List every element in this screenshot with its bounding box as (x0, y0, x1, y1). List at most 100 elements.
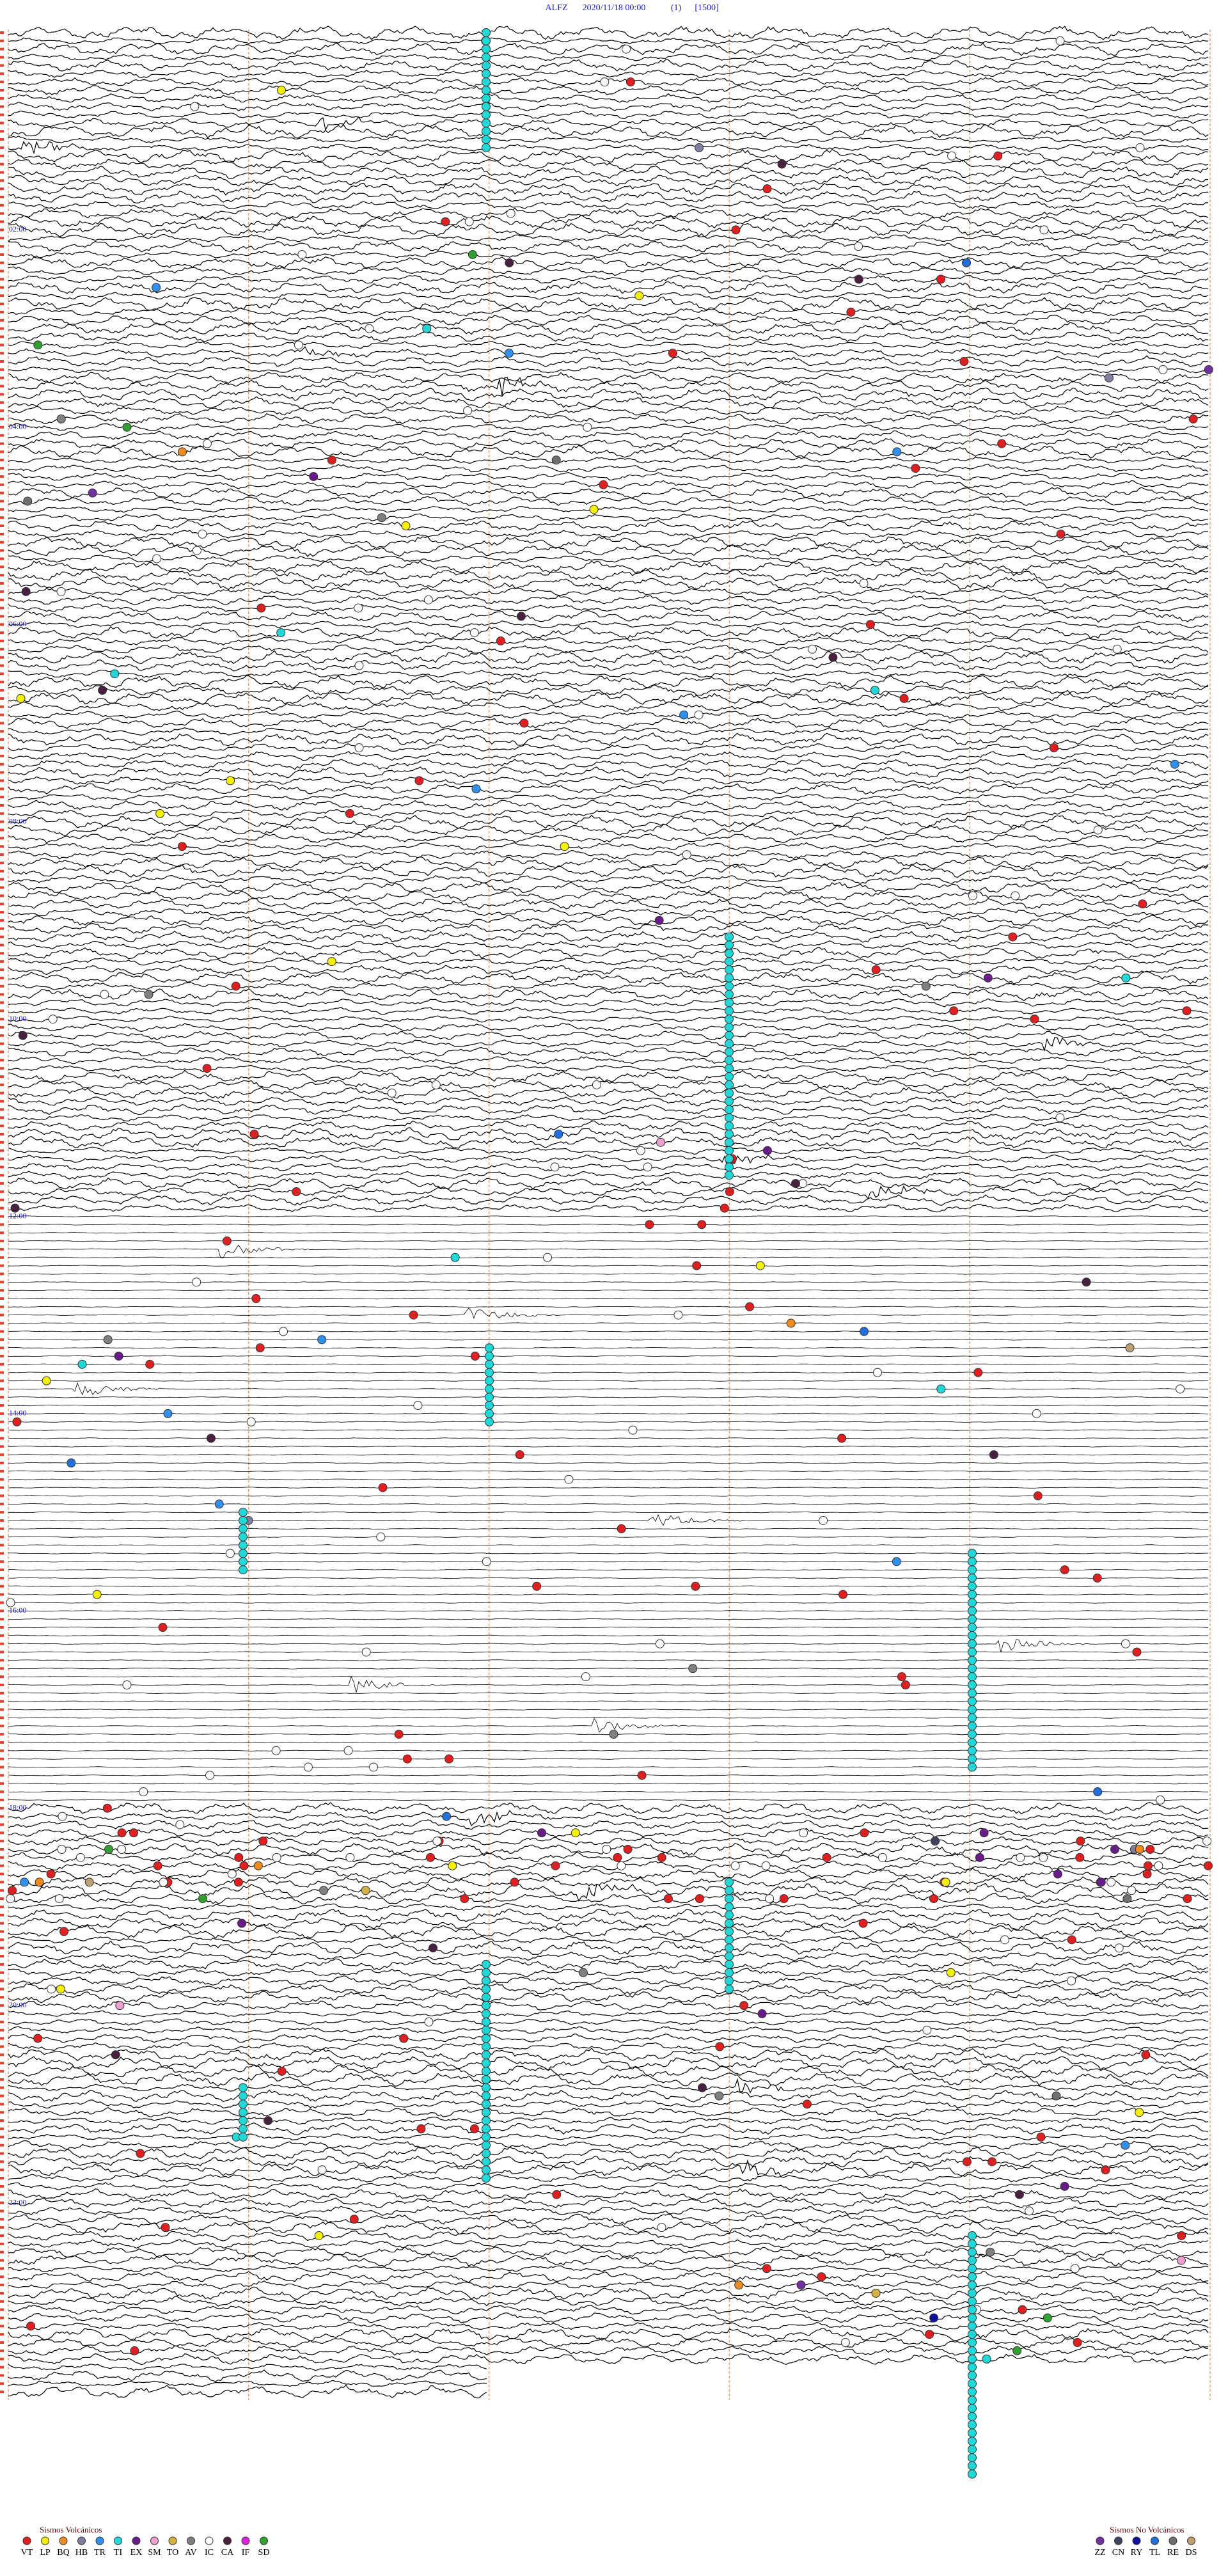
event-marker (272, 1853, 281, 1862)
trace (8, 463, 1209, 473)
legend-marker (150, 2536, 159, 2545)
trace (8, 2122, 1209, 2136)
event-marker (129, 1828, 139, 1838)
trace (8, 2064, 1209, 2078)
row-tick (0, 1774, 4, 1777)
trace (8, 423, 1209, 431)
event-marker (725, 1968, 734, 1977)
row-tick (0, 1256, 4, 1259)
trace (8, 1462, 1209, 1464)
row-tick (0, 442, 4, 445)
event-marker (1177, 2231, 1186, 2240)
trace (8, 1154, 1209, 1169)
row-tick (0, 81, 4, 84)
row-tick (0, 1798, 4, 1801)
row-tick (0, 525, 4, 528)
row-tick (0, 1955, 4, 1958)
row-tick (0, 1305, 4, 1308)
event-marker (485, 1343, 494, 1353)
row-tick (0, 615, 4, 618)
row-tick (0, 1930, 4, 1933)
event-marker (725, 1943, 734, 1953)
trace (8, 1495, 1209, 1497)
event-marker (968, 1746, 977, 1755)
legend-marker (95, 2536, 104, 2545)
event-marker (292, 1187, 301, 1196)
event-marker (414, 776, 424, 786)
time-label: 04:00 (9, 422, 26, 431)
legend-marker (1096, 2536, 1105, 2545)
row-tick (0, 1544, 4, 1547)
event-marker (239, 1540, 248, 1550)
event-marker (482, 36, 491, 45)
row-tick (0, 1462, 4, 1465)
event-marker (314, 2231, 324, 2240)
trace (8, 1940, 1209, 1956)
trace (8, 1511, 1209, 1513)
trace (8, 2353, 1209, 2366)
row-tick (0, 1371, 4, 1374)
trace (8, 2230, 1209, 2241)
event-marker (1121, 2140, 1130, 2150)
event-marker (543, 1252, 553, 1262)
row-tick (0, 1264, 4, 1267)
trace (8, 1860, 1209, 1872)
row-tick (0, 1025, 4, 1029)
row-tick (0, 787, 4, 791)
legend-marker (1187, 2536, 1195, 2545)
event-marker (1008, 932, 1018, 942)
row-tick (0, 1379, 4, 1382)
legend-marker (187, 2536, 195, 2545)
event-marker (1176, 1384, 1185, 1394)
event-marker (1132, 1647, 1142, 1657)
trace (8, 331, 1209, 342)
event-marker (663, 1894, 673, 1904)
row-tick (0, 1741, 4, 1744)
trace (8, 1968, 1209, 1977)
row-tick (0, 1519, 4, 1522)
trace (8, 569, 1209, 582)
event-marker (506, 209, 516, 218)
event-marker (550, 1162, 560, 1172)
trace (8, 1047, 1209, 1057)
trace (8, 291, 1209, 300)
event-marker (178, 447, 187, 457)
row-tick (0, 1996, 4, 1999)
row-tick (0, 878, 4, 881)
row-tick (0, 220, 4, 223)
row-tick (0, 2325, 4, 2328)
trace (8, 874, 1209, 884)
trace (8, 2364, 487, 2371)
event-marker (921, 981, 931, 991)
trace (8, 233, 1208, 242)
trace (8, 1289, 1209, 1292)
row-tick (0, 2242, 4, 2245)
event-marker (931, 1837, 940, 1846)
trace (8, 480, 1209, 490)
row-tick (0, 261, 4, 264)
trace (8, 1560, 1209, 1563)
row-tick (0, 409, 4, 413)
event-marker (623, 1845, 633, 1854)
trace (8, 2174, 1209, 2183)
legend-label: ZZ (1094, 2548, 1105, 2557)
trace (8, 2000, 1209, 2011)
event-marker (482, 2149, 491, 2158)
event-marker (643, 1162, 652, 1172)
event-marker (233, 1877, 243, 1887)
trace (8, 2206, 1209, 2216)
trace (8, 783, 1209, 794)
trace (8, 2034, 1209, 2043)
legend-label: CN (1112, 2548, 1124, 2557)
event-marker (968, 2412, 977, 2421)
row-tick (0, 796, 4, 799)
event-marker (968, 2461, 977, 2470)
trace (8, 1194, 1209, 1206)
trace (8, 1544, 1209, 1546)
event-marker (968, 2256, 977, 2265)
row-tick (0, 1584, 4, 1588)
row-tick (0, 1987, 4, 1991)
trace (8, 1585, 1209, 1588)
event-marker (155, 809, 165, 818)
trace (8, 85, 1209, 96)
